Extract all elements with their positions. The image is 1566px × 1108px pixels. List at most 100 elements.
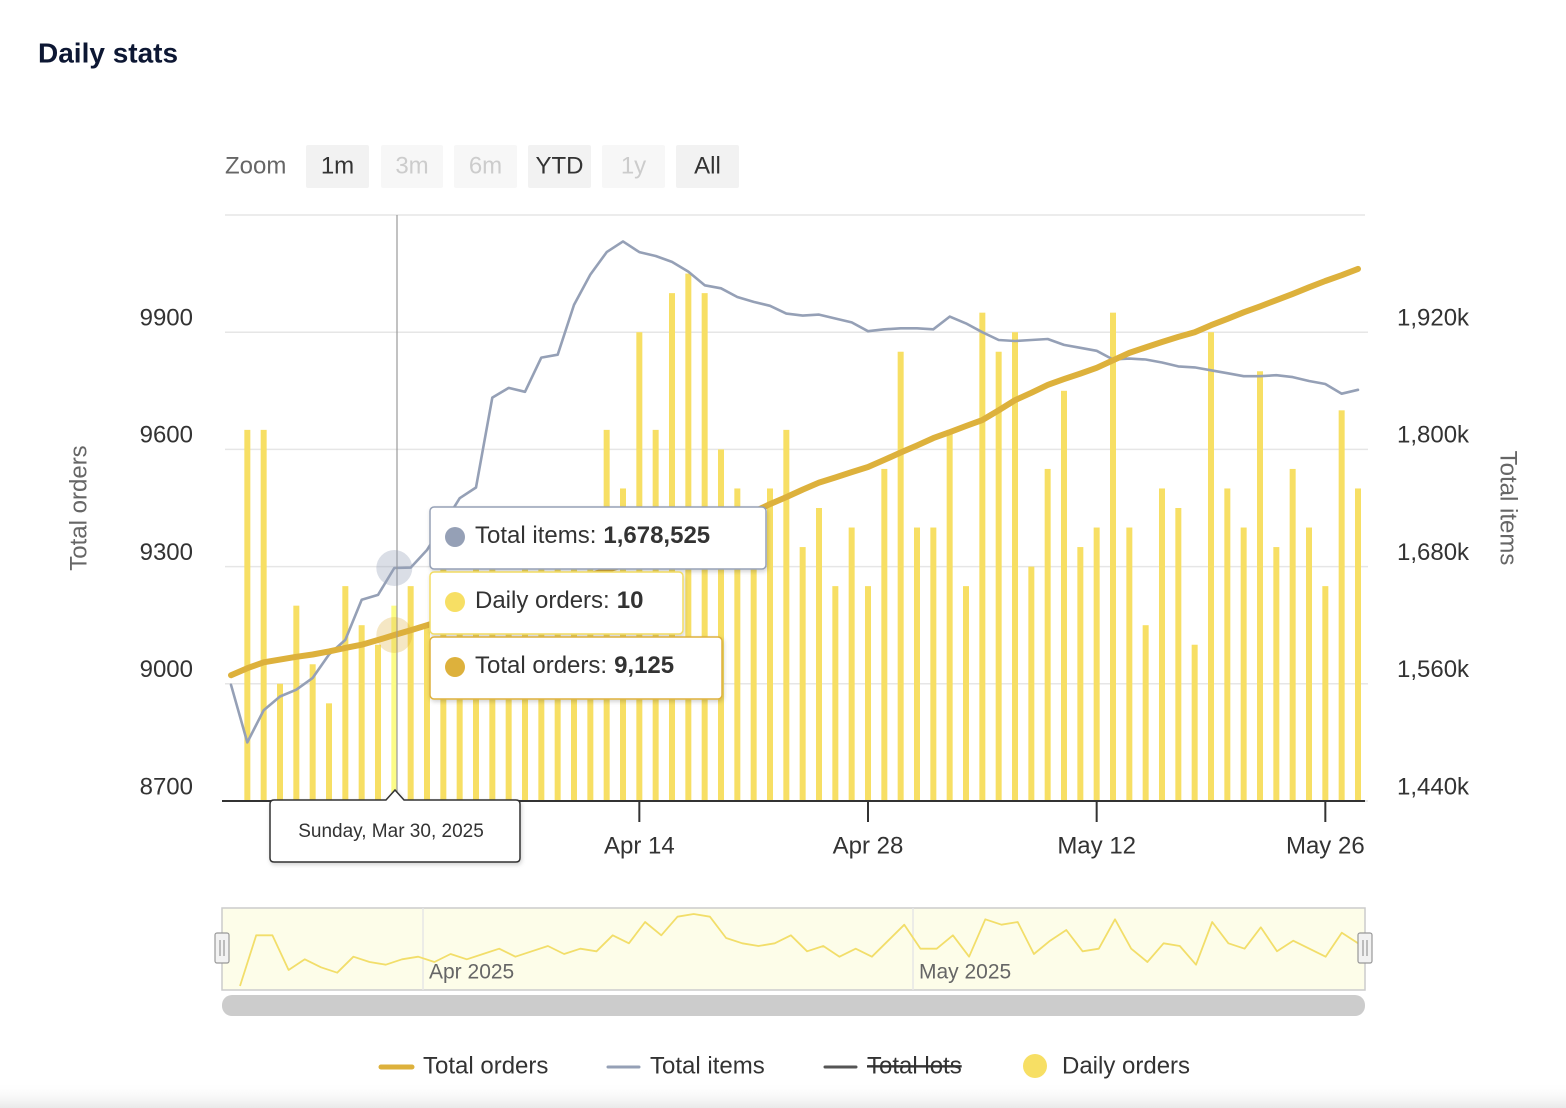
legend-item[interactable]: Total items <box>606 1052 765 1079</box>
date-tooltip-text: Sunday, Mar 30, 2025 <box>298 821 484 842</box>
grid: 8700 9000 9300 9600 9900 1,440k 1,560k 1,680k 1,… <box>140 305 1470 802</box>
legend-label[interactable]: Total orders <box>423 1052 548 1079</box>
bar <box>391 605 398 801</box>
bar <box>1355 488 1361 801</box>
bar <box>1159 488 1165 801</box>
bar <box>1077 547 1084 801</box>
y-axis-title: Total orders <box>65 445 92 570</box>
y-tick-label: 9300 <box>140 539 193 566</box>
bar <box>930 527 937 801</box>
bar <box>963 586 969 801</box>
zoom-button[interactable]: YTD <box>528 145 591 188</box>
bars <box>244 273 1361 802</box>
legend-label[interactable]: Daily orders <box>1062 1052 1190 1079</box>
bar <box>816 508 822 801</box>
bar <box>1273 547 1280 801</box>
zoom-button-bg[interactable] <box>306 145 369 188</box>
zoom-button: 1y <box>602 145 665 188</box>
tooltip-dot <box>445 657 465 677</box>
zoom-button-label[interactable]: All <box>694 152 721 179</box>
bar <box>309 664 316 801</box>
y2-tick-label: 1,560k <box>1397 656 1470 683</box>
tooltip-text: Daily orders: 10 <box>475 587 643 614</box>
line-series <box>229 240 1360 744</box>
bar <box>375 644 381 801</box>
navigator-handle[interactable] <box>1357 932 1373 964</box>
tooltip-value: 9,125 <box>614 652 674 679</box>
tooltip-label: Daily orders: <box>475 587 610 614</box>
legend-label[interactable]: Total lots <box>867 1052 962 1079</box>
scrollbar[interactable] <box>222 995 1365 1016</box>
bar <box>358 625 365 801</box>
hover-halo <box>376 550 413 587</box>
y2-tick-label: 1,800k <box>1397 422 1470 449</box>
bar <box>1028 566 1035 801</box>
bar <box>995 351 1002 801</box>
bar <box>407 586 414 801</box>
y-tick-label: 9000 <box>140 656 193 683</box>
zoom-button-bg[interactable] <box>528 145 591 188</box>
zoom-button-bg[interactable] <box>676 145 739 188</box>
navigator-mask <box>221 907 1366 991</box>
bar <box>1175 508 1182 801</box>
zoom-button-bg <box>602 145 665 188</box>
tooltip-value: 1,678,525 <box>603 522 710 549</box>
bar <box>865 586 871 801</box>
bar <box>424 625 430 801</box>
legend: Total orders Total items Total lots Daily o… <box>378 1052 1190 1079</box>
bar <box>1208 332 1214 801</box>
bar <box>1289 468 1296 801</box>
tooltip-box <box>429 636 723 700</box>
zoom-button[interactable]: All <box>676 145 739 188</box>
tooltip-label: Total orders: <box>475 652 607 679</box>
bar <box>897 351 904 801</box>
y-tick-label: 8700 <box>140 773 193 800</box>
bar <box>881 468 888 801</box>
chart-title: Daily stats <box>38 37 178 68</box>
hover: Total items: 1,678,525 Daily orders: 10 Tota… <box>269 215 767 863</box>
y-tick-label: 9900 <box>140 305 193 332</box>
tooltip-text: Total items: 1,678,525 <box>475 522 710 549</box>
legend-symbol[interactable] <box>1023 1054 1047 1078</box>
bar <box>244 429 251 801</box>
date-tooltip-box <box>269 788 521 863</box>
legend-item[interactable]: Daily orders <box>1023 1052 1190 1079</box>
bar <box>832 586 839 801</box>
bar <box>342 586 349 801</box>
zoom-button-label: 1y <box>621 152 646 179</box>
bar <box>767 488 773 801</box>
zoom-buttons: Zoom 1m 3m 6m YTD 1y All <box>225 145 739 188</box>
bar <box>734 488 741 801</box>
y2-tick-label: 1,680k <box>1397 539 1470 566</box>
bar <box>1224 488 1231 801</box>
y2-axis-title: Total items <box>1495 451 1522 566</box>
navigator-handle[interactable] <box>214 932 230 964</box>
tooltip-dot <box>445 592 465 612</box>
lines <box>228 240 1361 744</box>
bar <box>914 527 920 801</box>
bar <box>848 527 855 801</box>
bottom-fade <box>0 1082 1566 1108</box>
zoom-button[interactable]: 1m <box>306 145 369 188</box>
bar <box>799 547 806 801</box>
zoom-button-label: 6m <box>469 152 502 179</box>
bar <box>1126 527 1133 801</box>
legend-label[interactable]: Total items <box>650 1052 765 1079</box>
legend-item[interactable]: Total lots <box>823 1052 962 1079</box>
bar <box>783 429 790 801</box>
bar <box>1012 332 1018 801</box>
zoom-button-label[interactable]: YTD <box>536 152 584 179</box>
zoom-button-label[interactable]: 1m <box>321 152 354 179</box>
bar <box>326 703 332 801</box>
zoom-button: 3m <box>381 145 443 188</box>
x-axis: Apr 14 Apr 28 May 12 May 26 <box>604 801 1365 859</box>
legend-item[interactable]: Total orders <box>378 1052 548 1079</box>
bar <box>1093 527 1100 801</box>
hover-halo <box>376 616 413 653</box>
navigator-label: May 2025 <box>919 961 1011 984</box>
navigator-label: Apr 2025 <box>429 961 514 984</box>
zoom-button-bg <box>381 145 443 188</box>
navigator-series <box>239 913 1359 987</box>
